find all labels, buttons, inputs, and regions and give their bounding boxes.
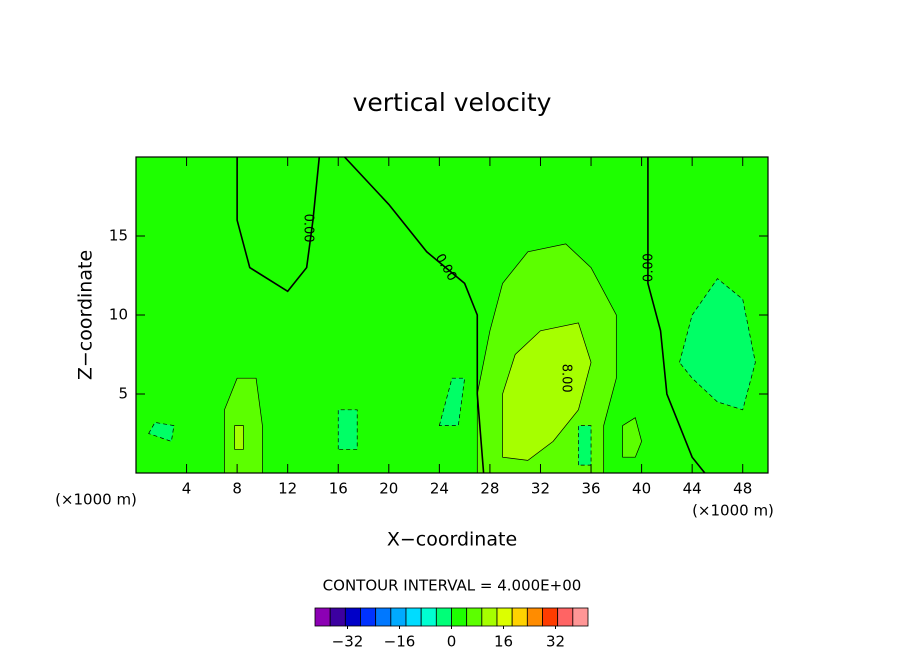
x-tick-label: 8 bbox=[232, 480, 242, 498]
contour-label: 0.00 bbox=[300, 214, 315, 243]
colorbar-tick-label: 16 bbox=[494, 633, 513, 651]
contour-region bbox=[337, 409, 358, 450]
colorbar-swatch bbox=[481, 607, 498, 627]
contour-line bbox=[647, 157, 706, 473]
colorbar-tick-label: −32 bbox=[332, 633, 364, 651]
x-tick-label: 48 bbox=[733, 480, 752, 498]
colorbar-swatch bbox=[314, 607, 331, 627]
colorbar-swatch bbox=[572, 607, 589, 627]
contour-region bbox=[578, 425, 592, 466]
colorbar-swatch bbox=[375, 607, 392, 627]
chart-title: vertical velocity bbox=[353, 88, 552, 117]
contour-interval: CONTOUR INTERVAL = 4.000E+00 bbox=[323, 577, 582, 595]
contour-region bbox=[438, 377, 466, 426]
contour-region bbox=[234, 425, 244, 450]
colorbar-tick-label: 32 bbox=[546, 633, 565, 651]
x-tick-label: 24 bbox=[430, 480, 449, 498]
colorbar-swatch bbox=[557, 607, 574, 627]
colorbar-swatch bbox=[496, 607, 513, 627]
x-tick-label: 32 bbox=[531, 480, 550, 498]
x-axis-label: X−coordinate bbox=[387, 529, 517, 551]
colorbar-swatch bbox=[360, 607, 377, 627]
colorbar-swatch bbox=[435, 607, 452, 627]
colorbar-swatch bbox=[466, 607, 483, 627]
y-axis-label: Z−coordinate bbox=[75, 250, 97, 380]
colorbar-swatch bbox=[344, 607, 361, 627]
y-tick-label: 10 bbox=[109, 306, 128, 324]
x-tick-label: 36 bbox=[581, 480, 600, 498]
x-tick-label: 12 bbox=[278, 480, 297, 498]
x-unit-label: (×1000 m) bbox=[692, 502, 774, 520]
colorbar-swatch bbox=[420, 607, 437, 627]
x-tick-label: 16 bbox=[329, 480, 348, 498]
colorbar-swatch bbox=[405, 607, 422, 627]
x-tick-label: 40 bbox=[632, 480, 651, 498]
contour-line bbox=[343, 157, 485, 473]
colorbar-swatch bbox=[451, 607, 468, 627]
x-unit-label: (×1000 m) bbox=[55, 491, 137, 509]
colorbar-swatch bbox=[511, 607, 528, 627]
y-tick-label: 15 bbox=[109, 227, 128, 245]
contour-region bbox=[502, 322, 592, 461]
colorbar-tick-label: 0 bbox=[447, 633, 457, 651]
contour-region bbox=[679, 278, 756, 411]
colorbar-swatch bbox=[526, 607, 543, 627]
x-tick-label: 4 bbox=[182, 480, 192, 498]
contour-label: 8.00 bbox=[558, 364, 573, 393]
colorbar-swatch bbox=[329, 607, 346, 627]
contour-region bbox=[148, 422, 175, 442]
colorbar-swatch bbox=[542, 607, 559, 627]
x-tick-label: 28 bbox=[480, 480, 499, 498]
x-tick-label: 44 bbox=[683, 480, 702, 498]
contour-label: 0.00 bbox=[642, 253, 657, 282]
x-tick-label: 20 bbox=[379, 480, 398, 498]
contour-region bbox=[622, 417, 642, 458]
contour-line bbox=[236, 157, 321, 293]
colorbar-swatch bbox=[390, 607, 407, 627]
colorbar-tick-label: −16 bbox=[384, 633, 416, 651]
y-tick-label: 5 bbox=[118, 385, 128, 403]
